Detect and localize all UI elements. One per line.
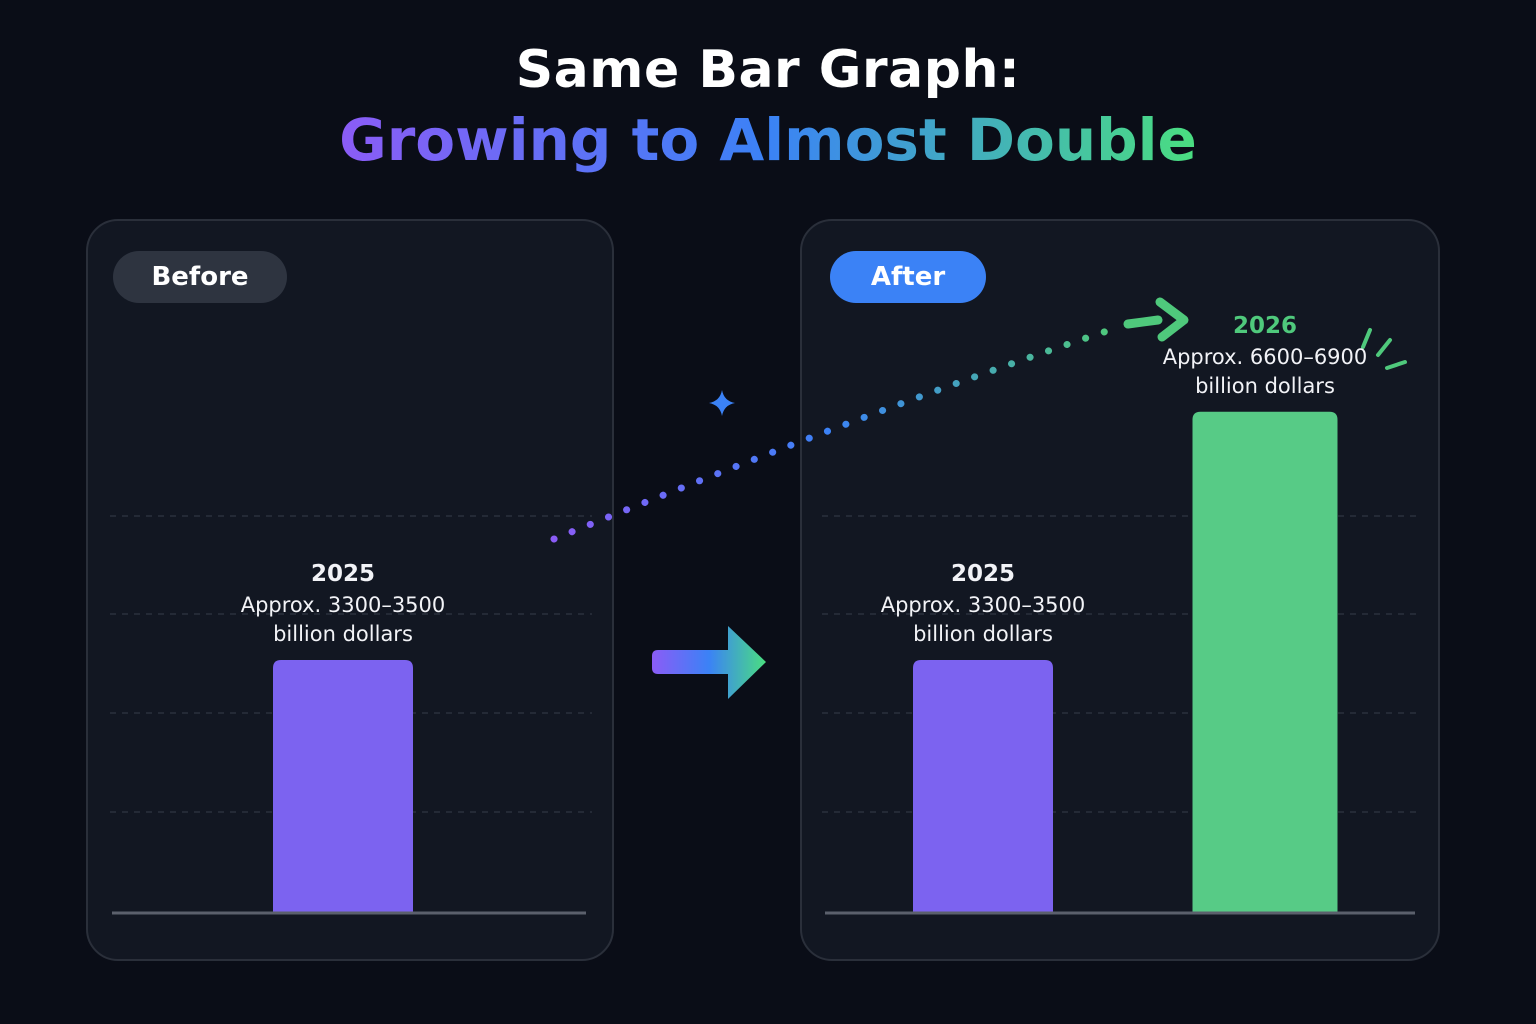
bar-data-label: 2026 Approx. 6600–6900 billion dollars (1135, 312, 1395, 401)
title-line1: Same Bar Graph: (515, 40, 1021, 100)
bar-value-label: Approx. 3300–3500 (240, 593, 446, 617)
bar-unit-label: billion dollars (273, 622, 413, 646)
bar-year-label: 2026 (1232, 312, 1297, 339)
bar-value-label: Approx. 6600–6900 (1162, 344, 1368, 369)
title-line2: Growing to Almost Double (0, 106, 1536, 174)
bar-year-label: 2025 (310, 561, 375, 587)
burst-lines-icon (1361, 328, 1407, 370)
dotted-trend-arrow-icon (550, 297, 1189, 543)
bar-unit-label: billion dollars (913, 622, 1053, 646)
bar-year-label: 2025 (950, 561, 1015, 587)
bar-2025 (273, 660, 413, 912)
title-line2-text: Growing to Almost Double (339, 106, 1197, 174)
after-pill: After (830, 251, 986, 303)
sparkle-icon (709, 390, 735, 416)
bar-data-label: 2025 Approx. 3300–3500 billion dollars (213, 560, 473, 649)
after-pill-label: After (870, 262, 946, 292)
bar-data-label: 2025 Approx. 3300–3500 billion dollars (853, 560, 1113, 649)
bar-unit-label: billion dollars (1195, 373, 1335, 398)
before-pill: Before (113, 251, 287, 303)
before-pill-label: Before (151, 262, 249, 292)
bar-2025 (913, 660, 1053, 912)
bar-2026 (1192, 411, 1338, 912)
bar-value-label: Approx. 3300–3500 (880, 593, 1086, 617)
right-arrow-icon (652, 626, 766, 699)
